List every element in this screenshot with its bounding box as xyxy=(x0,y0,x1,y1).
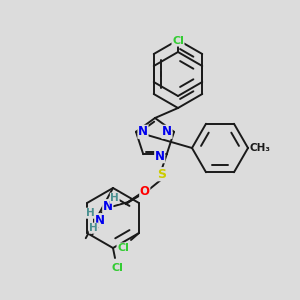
Text: N: N xyxy=(155,150,165,163)
Text: N: N xyxy=(103,200,113,213)
Text: Cl: Cl xyxy=(111,263,123,273)
Text: N: N xyxy=(95,214,105,227)
Text: CH₃: CH₃ xyxy=(250,143,271,153)
Text: N: N xyxy=(162,125,172,138)
Text: O: O xyxy=(140,185,150,198)
Text: H: H xyxy=(86,208,95,218)
Text: Cl: Cl xyxy=(172,36,184,46)
Text: Cl: Cl xyxy=(117,243,129,253)
Text: H: H xyxy=(89,223,98,233)
Text: S: S xyxy=(157,168,166,181)
Text: H: H xyxy=(110,193,119,203)
Text: N: N xyxy=(138,125,148,138)
